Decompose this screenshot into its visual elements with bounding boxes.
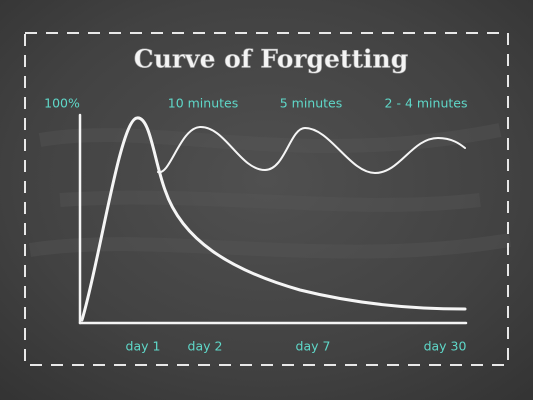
x-label: day 7 [296, 339, 331, 354]
x-label: day 2 [188, 339, 223, 354]
title: Curve of Forgetting [134, 45, 408, 74]
review-label: 5 minutes [280, 96, 343, 111]
y-top-label: 100% [44, 96, 80, 111]
review-curve [157, 125, 466, 174]
x-label: day 30 [424, 339, 467, 354]
review-label: 10 minutes [168, 96, 238, 111]
review-label: 2 - 4 minutes [385, 96, 468, 111]
x-label: day 1 [126, 339, 161, 354]
forgetting-curve [80, 116, 467, 322]
chalk-smudge [28, 123, 512, 259]
dashed-border [24, 32, 509, 366]
